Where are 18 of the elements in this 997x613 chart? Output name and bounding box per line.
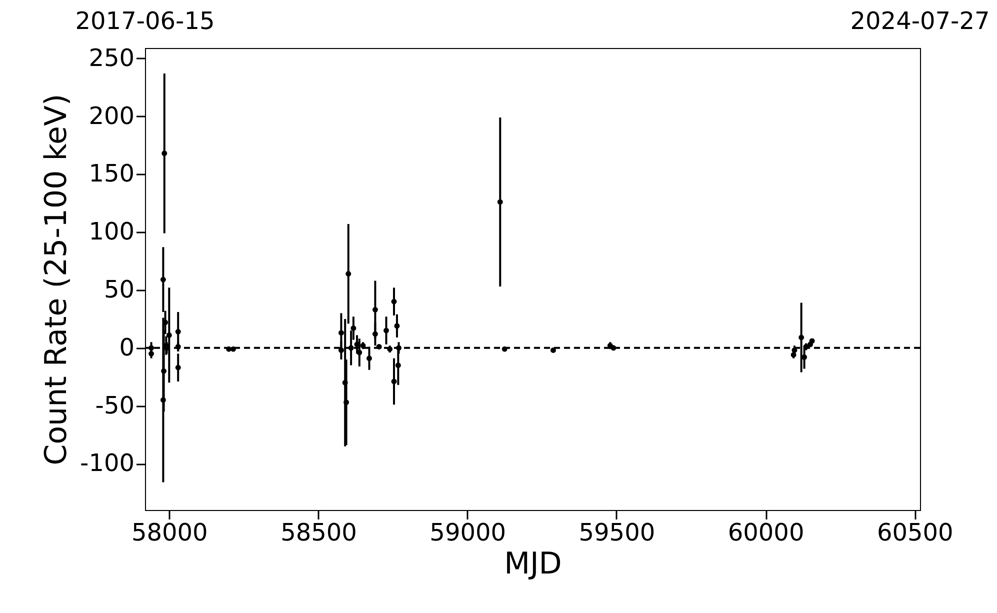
x-tick-label: 58500 [280,518,357,546]
y-tick-label: 200 [88,102,134,130]
y-tick-label: 50 [104,276,134,304]
y-tick-label: 150 [88,160,134,188]
y-tick-label: -100 [80,449,134,478]
y-tick-label: 100 [88,218,134,246]
y-tick-label: -50 [95,391,134,420]
y-tick-label: 250 [88,44,134,72]
x-tick-label: 60000 [728,518,804,546]
x-tick-label: 60500 [876,518,954,546]
x-tick-label: 59500 [578,518,656,546]
x-tick-label: 58000 [131,518,208,546]
text: 2024-07-27 [850,7,990,35]
y-tick-label: 0 [119,333,134,362]
x-axis-title: MJD [504,546,562,582]
y-axis-title: Count Rate (25-100 keV) [39,94,74,466]
x-tick-label: 59000 [430,518,506,546]
text: 2017-06-15 [75,7,215,35]
